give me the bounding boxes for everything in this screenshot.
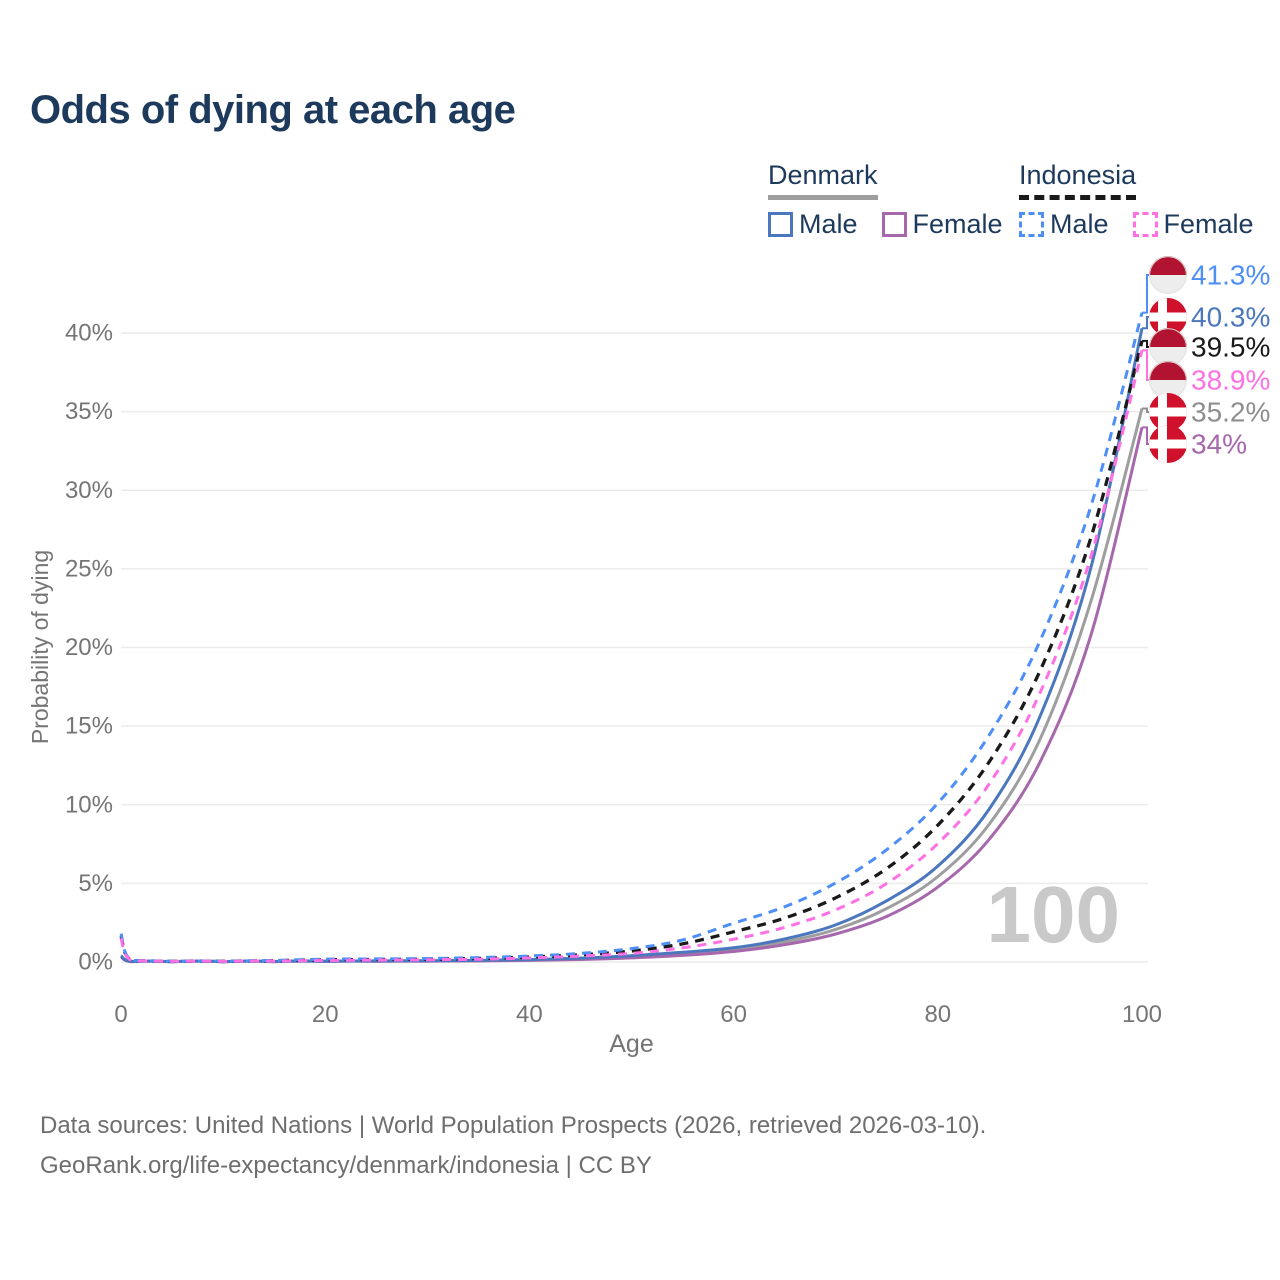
end-label-connector — [1142, 349, 1149, 381]
indonesia-female-swatch-icon — [1132, 212, 1158, 237]
legend-item-indonesia-male[interactable]: Male — [1019, 209, 1109, 240]
legend-group-indonesia: Indonesia Male Female — [1019, 160, 1254, 240]
end-value-label: 34% — [1191, 429, 1247, 460]
series-line-indonesia-female[interactable] — [119, 349, 1144, 963]
y-axis-tick-label: 20% — [65, 634, 113, 661]
indonesia-flag-icon — [1149, 328, 1187, 366]
page-title: Odds of dying at each age — [30, 88, 516, 132]
denmark-male-swatch-icon — [768, 212, 793, 237]
denmark-flag-icon — [1149, 393, 1187, 431]
y-axis-tick-label: 30% — [65, 477, 113, 504]
y-axis-tick-label: 40% — [65, 320, 113, 347]
end-label-connector — [1142, 407, 1149, 413]
legend-item-label: Female — [1163, 209, 1254, 239]
y-axis-title: Probability of dying — [27, 550, 53, 744]
y-axis-tick-label: 0% — [78, 949, 113, 976]
footer-link-line: GeoRank.org/life-expectancy/denmark/indo… — [40, 1152, 652, 1179]
end-value-label: 35.2% — [1191, 397, 1270, 428]
x-axis-tick-label: 100 — [1122, 1001, 1162, 1028]
legend-header-denmark: Denmark — [768, 160, 878, 200]
y-axis-tick-label: 35% — [65, 398, 113, 425]
series-line-denmark-male[interactable] — [120, 327, 1144, 964]
denmark-flag-icon — [1149, 425, 1187, 463]
footer: Data sources: United Nations | World Pop… — [40, 1106, 986, 1186]
legend-item-denmark-male[interactable]: Male — [768, 209, 858, 240]
x-axis-tick-label: 0 — [114, 1001, 127, 1028]
legend-group-denmark: Denmark Male Female — [768, 160, 1003, 240]
legend-header-denmark-label: Denmark — [768, 160, 878, 190]
series-line-indonesia-male[interactable] — [119, 312, 1144, 963]
indonesia-flag-icon — [1149, 361, 1187, 399]
legend-header-indonesia: Indonesia — [1019, 160, 1137, 200]
legend-item-label: Male — [799, 209, 858, 239]
end-label-connector — [1142, 274, 1149, 314]
x-axis-title: Age — [609, 1030, 653, 1058]
y-axis-tick-label: 25% — [65, 555, 113, 582]
end-value-label: 41.3% — [1191, 260, 1270, 291]
end-value-label: 40.3% — [1191, 302, 1270, 333]
y-axis-tick-label: 5% — [78, 870, 113, 897]
indonesia-flag-icon — [1149, 256, 1187, 294]
legend-item-indonesia-female[interactable]: Female — [1132, 209, 1254, 240]
footer-source-line: Data sources: United Nations | World Pop… — [40, 1112, 987, 1139]
legend-header-indonesia-label: Indonesia — [1019, 160, 1137, 190]
legend-item-label: Male — [1050, 209, 1109, 239]
x-axis-tick-label: 80 — [924, 1001, 951, 1028]
legend-item-denmark-female[interactable]: Female — [881, 209, 1003, 240]
end-label-connector — [1142, 339, 1149, 348]
end-label-connector — [1142, 316, 1149, 330]
legend-item-label: Female — [912, 209, 1003, 239]
y-axis-tick-label: 10% — [65, 791, 113, 818]
x-axis-tick-label: 40 — [516, 1001, 543, 1028]
legend-denmark-line-sample — [768, 195, 878, 200]
denmark-female-swatch-icon — [881, 212, 907, 237]
age-counter-watermark: 100 — [987, 870, 1120, 959]
y-axis-tick-label: 15% — [65, 713, 113, 740]
series-line-indonesia[interactable] — [119, 340, 1144, 963]
end-value-label: 38.9% — [1191, 365, 1270, 396]
x-axis-tick-label: 20 — [312, 1001, 339, 1028]
legend-indonesia-line-sample — [1019, 195, 1137, 200]
end-label-connector — [1142, 426, 1149, 445]
end-value-label: 39.5% — [1191, 332, 1270, 363]
x-axis-tick-label: 60 — [720, 1001, 747, 1028]
indonesia-male-swatch-icon — [1019, 212, 1044, 237]
